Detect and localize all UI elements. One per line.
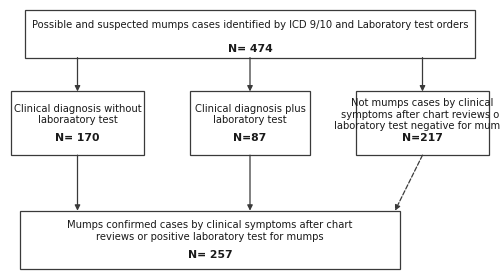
Text: N=87: N=87 (234, 133, 266, 143)
Text: N=217: N=217 (402, 133, 443, 143)
FancyBboxPatch shape (190, 91, 310, 155)
Text: N= 474: N= 474 (228, 44, 272, 54)
Text: Mumps confirmed cases by clinical symptoms after chart
reviews or positive labor: Mumps confirmed cases by clinical sympto… (68, 220, 352, 242)
FancyBboxPatch shape (11, 91, 144, 155)
Text: N= 170: N= 170 (55, 133, 100, 143)
Text: Not mumps cases by clinical
symptoms after chart reviews or
laboratory test nega: Not mumps cases by clinical symptoms aft… (334, 98, 500, 131)
Text: Clinical diagnosis plus
laboratory test: Clinical diagnosis plus laboratory test (194, 104, 306, 125)
Text: N= 257: N= 257 (188, 250, 232, 260)
FancyBboxPatch shape (20, 211, 400, 269)
FancyBboxPatch shape (356, 91, 488, 155)
Text: Clinical diagnosis without
laboraatory test: Clinical diagnosis without laboraatory t… (14, 104, 141, 125)
Text: Possible and suspected mumps cases identified by ICD 9/10 and Laboratory test or: Possible and suspected mumps cases ident… (32, 20, 468, 30)
FancyBboxPatch shape (25, 10, 475, 58)
